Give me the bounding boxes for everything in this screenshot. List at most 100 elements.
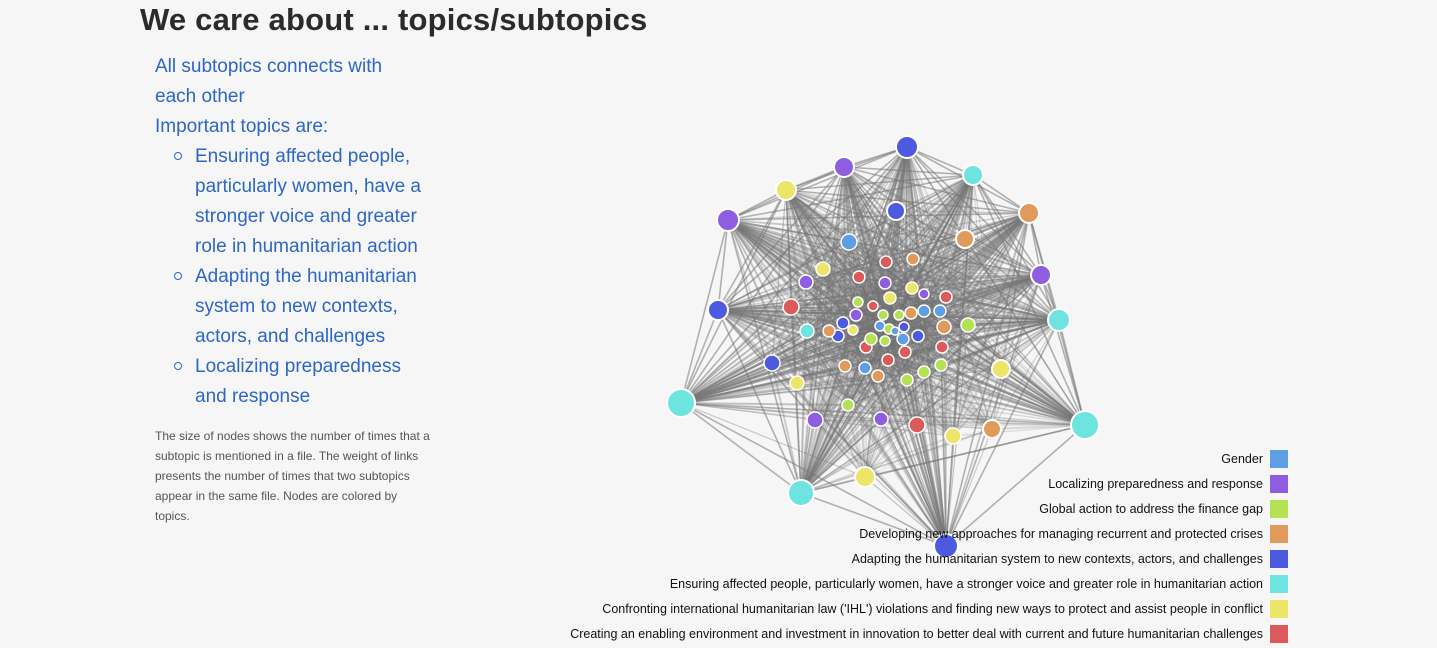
graph-node[interactable] [881, 353, 895, 367]
graph-link [843, 166, 954, 437]
graph-link [680, 146, 908, 404]
graph-node[interactable] [799, 323, 815, 339]
graph-node[interactable] [895, 135, 919, 159]
graph-link [828, 330, 925, 373]
graph-node[interactable] [867, 300, 879, 312]
graph-node[interactable] [815, 261, 831, 277]
graph-node[interactable] [908, 416, 926, 434]
graph-node[interactable] [806, 411, 824, 429]
graph-link [828, 314, 884, 332]
graph-link [717, 309, 925, 312]
graph-link [771, 261, 887, 364]
graph-node[interactable] [936, 319, 952, 335]
graph-link [880, 238, 966, 420]
graph-node[interactable] [787, 479, 815, 507]
graph-node[interactable] [878, 276, 892, 290]
graph-node[interactable] [898, 345, 912, 359]
graph-link [796, 210, 897, 384]
graph-link [785, 189, 874, 307]
graph-link [842, 322, 945, 328]
topic-item-women-voice: Ensuring affected people, particularly w… [174, 142, 425, 262]
graph-node[interactable] [962, 164, 984, 186]
graph-node[interactable] [775, 179, 797, 201]
graph-node[interactable] [900, 373, 914, 387]
graph-link [858, 276, 1060, 321]
graph-link [717, 309, 908, 381]
graph-node[interactable] [893, 309, 905, 321]
graph-link [796, 382, 947, 547]
graph-link [822, 268, 905, 328]
graph-link [923, 326, 945, 373]
graph-link [806, 282, 886, 332]
graph-node[interactable] [917, 365, 931, 379]
graph-node[interactable] [918, 288, 930, 300]
graph-node[interactable] [955, 229, 975, 249]
graph-node[interactable] [890, 326, 900, 336]
graph-node[interactable] [849, 308, 863, 322]
graph-link [888, 210, 897, 330]
graph-node[interactable] [906, 252, 920, 266]
graph-link [857, 301, 889, 361]
graph-node[interactable] [798, 274, 814, 290]
graph-link [822, 268, 925, 312]
graph-node[interactable] [991, 359, 1011, 379]
graph-link [894, 330, 947, 547]
graph-link [822, 238, 966, 270]
graph-node[interactable] [666, 388, 696, 418]
graph-node[interactable] [1030, 264, 1052, 286]
graph-node[interactable] [836, 316, 850, 330]
graph-node[interactable] [896, 332, 910, 346]
graph-link [796, 346, 867, 384]
graph-node[interactable] [847, 324, 859, 336]
graph-link [880, 368, 1002, 420]
graph-link [858, 276, 900, 316]
graph-node[interactable] [883, 291, 897, 305]
graph-node[interactable] [873, 411, 889, 427]
graph-node[interactable] [841, 398, 855, 412]
graph-node[interactable] [898, 321, 910, 333]
graph-node[interactable] [944, 427, 962, 445]
graph-node[interactable] [833, 156, 855, 178]
graph-link [800, 326, 945, 494]
legend-item: Creating an enabling environment and inv… [570, 621, 1288, 646]
graph-node[interactable] [854, 466, 876, 488]
graph-node[interactable] [1018, 202, 1040, 224]
graph-node[interactable] [864, 332, 878, 346]
graph-node[interactable] [707, 299, 729, 321]
graph-link [727, 210, 897, 221]
graph-node[interactable] [871, 369, 885, 383]
graph-node[interactable] [1047, 308, 1071, 332]
graph-node[interactable] [917, 304, 931, 318]
graph-link [848, 241, 904, 340]
graph-node[interactable] [840, 233, 858, 251]
graph-node[interactable] [911, 329, 925, 343]
graph-node[interactable] [838, 359, 852, 373]
graph-node[interactable] [933, 304, 947, 318]
graph-node[interactable] [879, 335, 891, 347]
graph-node[interactable] [852, 296, 864, 308]
graph-node[interactable] [879, 255, 893, 269]
graph-node[interactable] [939, 290, 953, 304]
graph-node[interactable] [960, 317, 976, 333]
graph-link [717, 241, 850, 311]
graph-node[interactable] [822, 324, 836, 338]
graph-link [912, 258, 1002, 370]
graph-node[interactable] [904, 306, 918, 320]
graph-node[interactable] [905, 281, 919, 295]
graph-link [864, 319, 1060, 478]
graph-node[interactable] [933, 533, 959, 559]
graph-link [847, 274, 1042, 406]
graph-node[interactable] [886, 201, 906, 221]
graph-node[interactable] [935, 340, 949, 354]
graph-link [848, 241, 872, 340]
graph-node[interactable] [877, 309, 889, 321]
graph-node[interactable] [982, 419, 1002, 439]
graph-node[interactable] [858, 361, 872, 375]
graph-node[interactable] [789, 375, 805, 391]
graph-node[interactable] [763, 354, 781, 372]
graph-node[interactable] [852, 270, 866, 284]
graph-node[interactable] [1070, 410, 1100, 440]
graph-node[interactable] [782, 298, 800, 316]
graph-node[interactable] [934, 358, 948, 372]
graph-node[interactable] [716, 208, 740, 232]
